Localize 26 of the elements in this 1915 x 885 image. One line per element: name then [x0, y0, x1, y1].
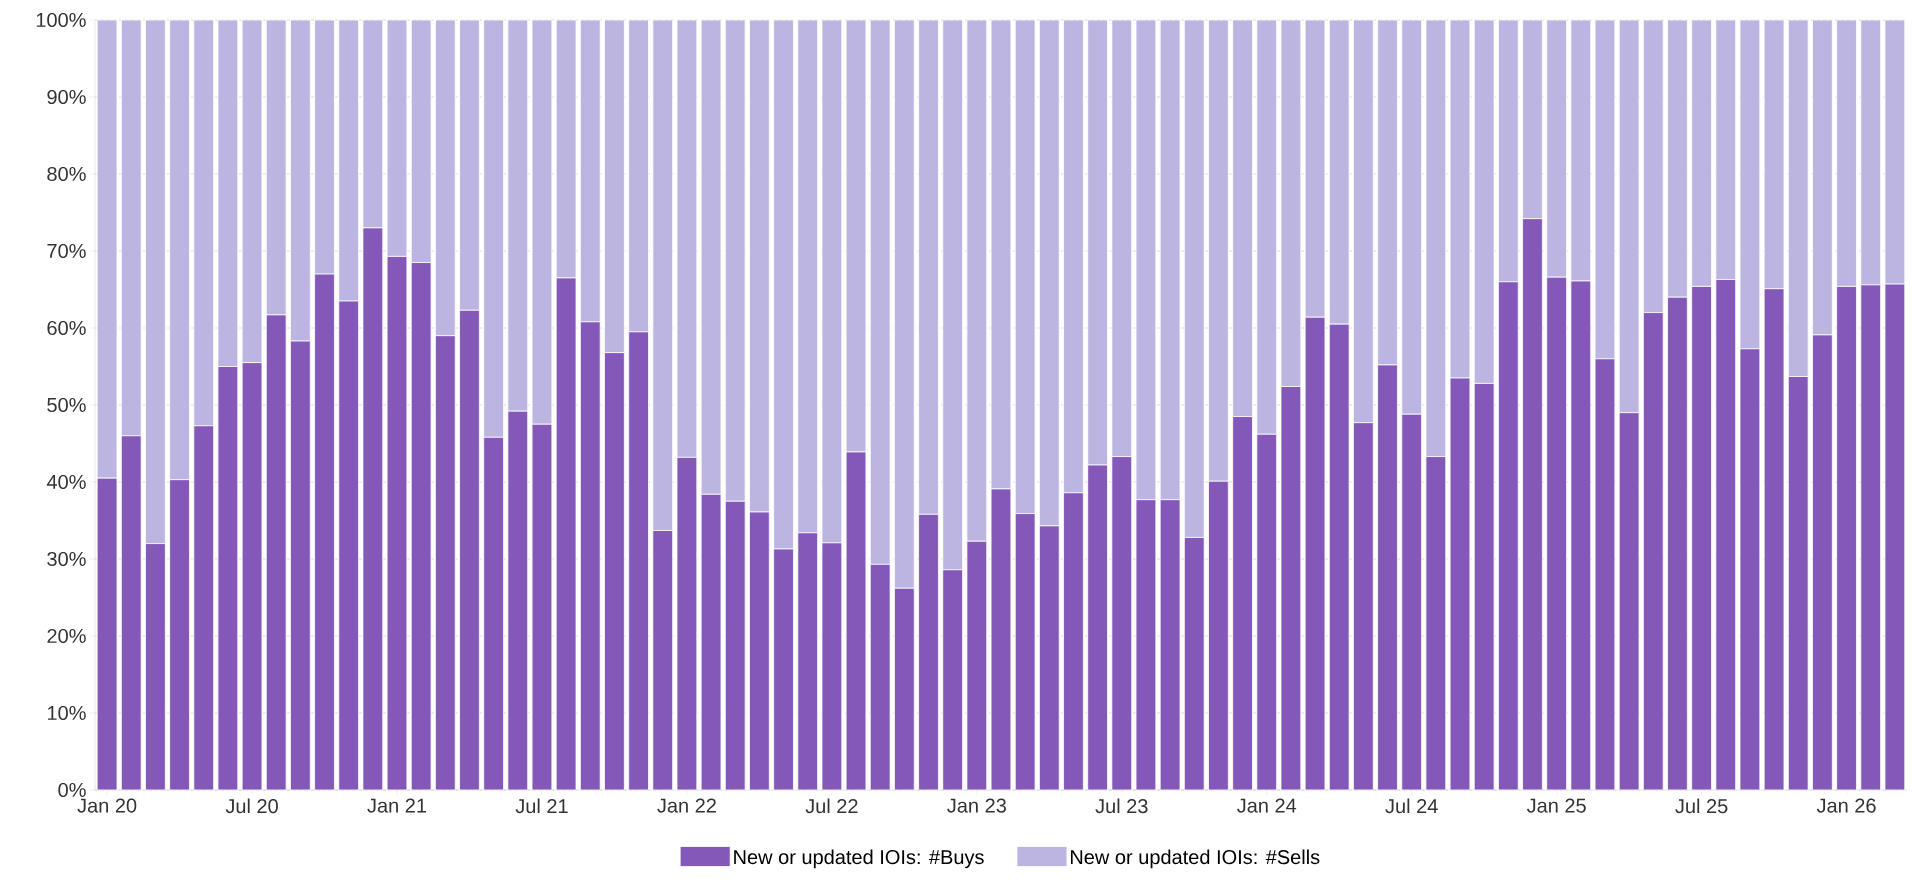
y-tick-label: 70% — [47, 243, 86, 259]
legend-label: New or updated IOIs: #Buys — [734, 849, 984, 869]
y-tick-label: 40% — [46, 474, 86, 490]
x-tick-label: Jul 20 — [225, 798, 278, 814]
y-tick-label: 60% — [47, 320, 86, 336]
x-tick-label: Jan 24 — [1237, 798, 1297, 813]
y-tick-label: 20% — [47, 628, 86, 644]
x-tick-label: Jul 25 — [1675, 798, 1728, 814]
x-tick-label: Jul 23 — [1095, 798, 1148, 814]
x-tick-label: Jan 23 — [947, 798, 1006, 813]
x-tick-label: Jul 24 — [1385, 798, 1438, 814]
y-tick-label: 50% — [47, 397, 86, 413]
y-tick-label: 90% — [47, 89, 86, 105]
x-tick-label: Jul 21 — [515, 798, 568, 814]
legend-label: New or updated IOIs: #Sells — [1070, 849, 1320, 869]
y-tick-label: 30% — [47, 551, 86, 567]
x-tick-label: Jul 22 — [805, 798, 858, 814]
x-tick-label: Jan 22 — [657, 798, 716, 813]
y-tick-label: 10% — [47, 705, 86, 721]
x-tick-label: Jan 26 — [1816, 798, 1876, 813]
x-tick-label: Jan 21 — [367, 798, 427, 813]
x-tick-label: Jan 20 — [77, 798, 137, 813]
y-tick-label: 100% — [36, 12, 86, 28]
y-tick-label: 80% — [47, 166, 86, 182]
x-tick-label: Jan 25 — [1526, 798, 1586, 813]
y-tick-label: 0% — [58, 782, 86, 798]
